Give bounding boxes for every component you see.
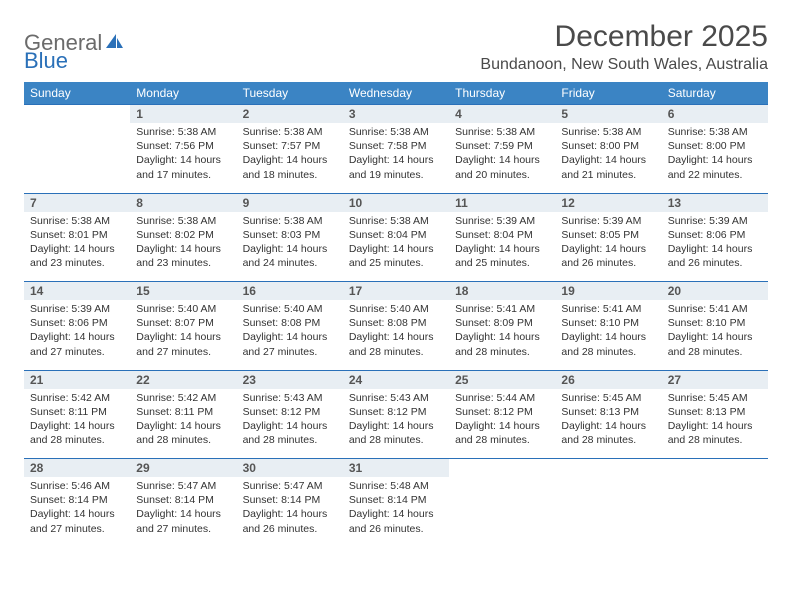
day-cell: Sunrise: 5:41 AMSunset: 8:10 PMDaylight:… [662, 300, 768, 370]
day-cell: Sunrise: 5:39 AMSunset: 8:04 PMDaylight:… [449, 212, 555, 282]
day-number: 3 [343, 105, 449, 124]
day-cell: Sunrise: 5:38 AMSunset: 7:57 PMDaylight:… [237, 123, 343, 193]
day-cell: Sunrise: 5:42 AMSunset: 8:11 PMDaylight:… [130, 389, 236, 459]
day-number: 21 [24, 370, 130, 389]
day-cell [24, 123, 130, 193]
day-number: 28 [24, 459, 130, 478]
logo-text-blue: Blue [24, 48, 68, 74]
day-number: 29 [130, 459, 236, 478]
day-number: 30 [237, 459, 343, 478]
day-number: 27 [662, 370, 768, 389]
day-content-row: Sunrise: 5:46 AMSunset: 8:14 PMDaylight:… [24, 477, 768, 547]
header: General December 2025 Bundanoon, New Sou… [24, 20, 768, 74]
day-number: 23 [237, 370, 343, 389]
day-cell: Sunrise: 5:48 AMSunset: 8:14 PMDaylight:… [343, 477, 449, 547]
day-cell: Sunrise: 5:38 AMSunset: 7:58 PMDaylight:… [343, 123, 449, 193]
day-cell: Sunrise: 5:38 AMSunset: 8:03 PMDaylight:… [237, 212, 343, 282]
day-cell [555, 477, 661, 547]
day-cell: Sunrise: 5:46 AMSunset: 8:14 PMDaylight:… [24, 477, 130, 547]
day-number: 13 [662, 193, 768, 212]
day-number: 9 [237, 193, 343, 212]
day-number: 6 [662, 105, 768, 124]
day-cell: Sunrise: 5:38 AMSunset: 8:00 PMDaylight:… [555, 123, 661, 193]
day-cell: Sunrise: 5:43 AMSunset: 8:12 PMDaylight:… [237, 389, 343, 459]
day-number: 18 [449, 282, 555, 301]
day-number-row: 123456 [24, 105, 768, 124]
day-cell: Sunrise: 5:45 AMSunset: 8:13 PMDaylight:… [555, 389, 661, 459]
day-cell: Sunrise: 5:47 AMSunset: 8:14 PMDaylight:… [130, 477, 236, 547]
day-number: 11 [449, 193, 555, 212]
weekday-header: Thursday [449, 82, 555, 105]
day-number: 31 [343, 459, 449, 478]
day-cell: Sunrise: 5:38 AMSunset: 8:04 PMDaylight:… [343, 212, 449, 282]
day-cell: Sunrise: 5:41 AMSunset: 8:10 PMDaylight:… [555, 300, 661, 370]
day-number: 16 [237, 282, 343, 301]
day-number: 15 [130, 282, 236, 301]
day-number: 19 [555, 282, 661, 301]
day-number: 8 [130, 193, 236, 212]
day-content-row: Sunrise: 5:42 AMSunset: 8:11 PMDaylight:… [24, 389, 768, 459]
logo-sail-icon [104, 32, 124, 55]
weekday-header: Tuesday [237, 82, 343, 105]
day-number: 14 [24, 282, 130, 301]
day-number: 20 [662, 282, 768, 301]
calendar-table: Sunday Monday Tuesday Wednesday Thursday… [24, 82, 768, 547]
day-number [555, 459, 661, 478]
day-cell: Sunrise: 5:38 AMSunset: 8:02 PMDaylight:… [130, 212, 236, 282]
day-cell: Sunrise: 5:41 AMSunset: 8:09 PMDaylight:… [449, 300, 555, 370]
day-cell: Sunrise: 5:38 AMSunset: 8:00 PMDaylight:… [662, 123, 768, 193]
location: Bundanoon, New South Wales, Australia [480, 56, 768, 74]
day-number: 5 [555, 105, 661, 124]
day-number-row: 78910111213 [24, 193, 768, 212]
weekday-header: Saturday [662, 82, 768, 105]
day-cell: Sunrise: 5:39 AMSunset: 8:06 PMDaylight:… [24, 300, 130, 370]
day-content-row: Sunrise: 5:38 AMSunset: 8:01 PMDaylight:… [24, 212, 768, 282]
weekday-header-row: Sunday Monday Tuesday Wednesday Thursday… [24, 82, 768, 105]
day-cell: Sunrise: 5:38 AMSunset: 7:59 PMDaylight:… [449, 123, 555, 193]
day-cell [449, 477, 555, 547]
day-cell: Sunrise: 5:38 AMSunset: 7:56 PMDaylight:… [130, 123, 236, 193]
weekday-header: Sunday [24, 82, 130, 105]
day-number [24, 105, 130, 124]
day-number: 2 [237, 105, 343, 124]
month-title: December 2025 [480, 20, 768, 54]
day-cell: Sunrise: 5:42 AMSunset: 8:11 PMDaylight:… [24, 389, 130, 459]
day-number: 17 [343, 282, 449, 301]
day-cell: Sunrise: 5:40 AMSunset: 8:08 PMDaylight:… [343, 300, 449, 370]
weekday-header: Wednesday [343, 82, 449, 105]
day-cell: Sunrise: 5:40 AMSunset: 8:07 PMDaylight:… [130, 300, 236, 370]
day-number-row: 14151617181920 [24, 282, 768, 301]
day-number: 10 [343, 193, 449, 212]
day-number: 25 [449, 370, 555, 389]
weekday-header: Monday [130, 82, 236, 105]
day-number: 26 [555, 370, 661, 389]
day-number [662, 459, 768, 478]
day-number [449, 459, 555, 478]
day-number: 22 [130, 370, 236, 389]
day-cell: Sunrise: 5:47 AMSunset: 8:14 PMDaylight:… [237, 477, 343, 547]
day-number: 12 [555, 193, 661, 212]
day-cell: Sunrise: 5:40 AMSunset: 8:08 PMDaylight:… [237, 300, 343, 370]
day-number-row: 21222324252627 [24, 370, 768, 389]
day-cell: Sunrise: 5:39 AMSunset: 8:05 PMDaylight:… [555, 212, 661, 282]
day-number: 1 [130, 105, 236, 124]
day-cell: Sunrise: 5:45 AMSunset: 8:13 PMDaylight:… [662, 389, 768, 459]
day-cell: Sunrise: 5:38 AMSunset: 8:01 PMDaylight:… [24, 212, 130, 282]
day-cell [662, 477, 768, 547]
day-cell: Sunrise: 5:39 AMSunset: 8:06 PMDaylight:… [662, 212, 768, 282]
day-content-row: Sunrise: 5:38 AMSunset: 7:56 PMDaylight:… [24, 123, 768, 193]
day-number: 4 [449, 105, 555, 124]
weekday-header: Friday [555, 82, 661, 105]
day-cell: Sunrise: 5:44 AMSunset: 8:12 PMDaylight:… [449, 389, 555, 459]
title-block: December 2025 Bundanoon, New South Wales… [480, 20, 768, 74]
day-number-row: 28293031 [24, 459, 768, 478]
day-content-row: Sunrise: 5:39 AMSunset: 8:06 PMDaylight:… [24, 300, 768, 370]
day-number: 24 [343, 370, 449, 389]
day-number: 7 [24, 193, 130, 212]
day-cell: Sunrise: 5:43 AMSunset: 8:12 PMDaylight:… [343, 389, 449, 459]
